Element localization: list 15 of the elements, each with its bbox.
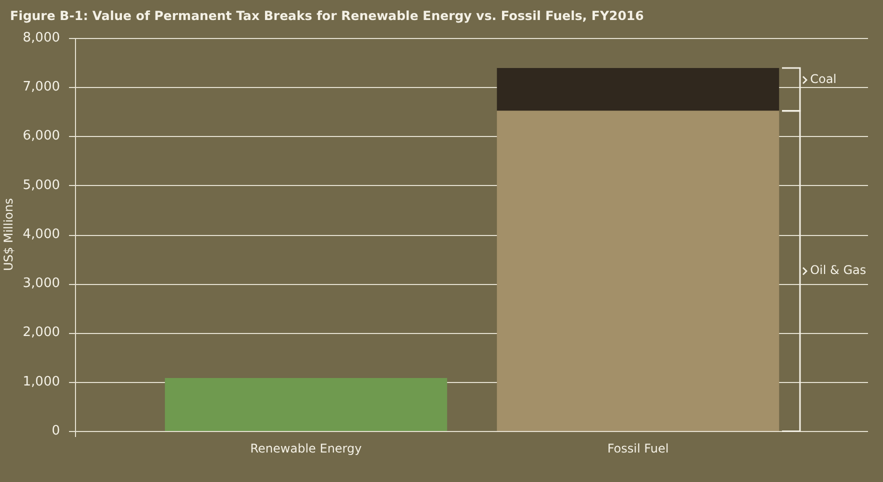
y-tick-label: 6,000 — [22, 128, 60, 144]
y-axis-title: US$ Millions — [1, 198, 16, 271]
y-tick-label: 3,000 — [22, 276, 60, 291]
y-tick-label: 7,000 — [22, 80, 60, 94]
y-tick-label: 5,000 — [22, 178, 60, 193]
y-tick-label: 1,000 — [22, 374, 60, 390]
y-tick-label: 0 — [52, 423, 60, 438]
x-tick-label: Fossil Fuel — [607, 441, 669, 456]
chart-title: Figure B-1: Value of Permanent Tax Breaks for Renewable Energy vs. Fossil Fuels, FY2016 — [10, 8, 644, 23]
y-tick-label: 2,000 — [22, 325, 60, 340]
x-tick-label: Renewable Energy — [250, 441, 362, 456]
y-tick-label: 4,000 — [22, 226, 60, 242]
y-tick-label: 8,000 — [22, 30, 60, 46]
text: Oil & Gas — [810, 262, 866, 277]
text: Coal — [810, 72, 837, 86]
